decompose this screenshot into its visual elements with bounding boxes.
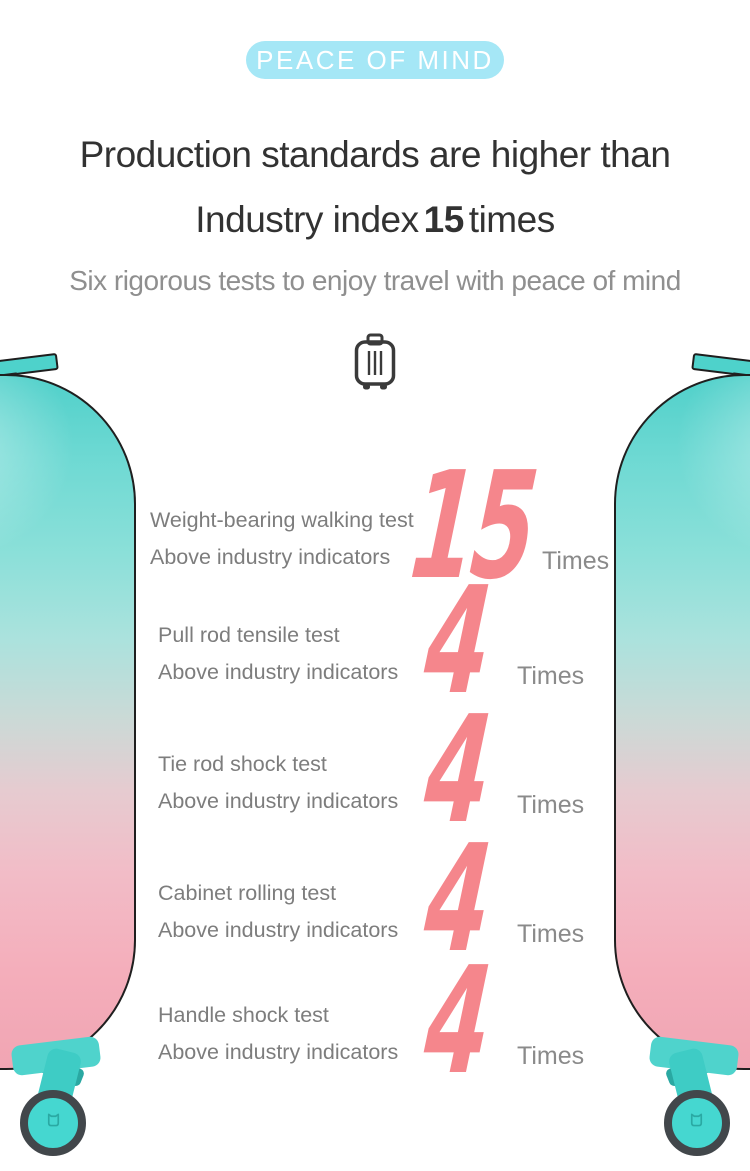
wheel-mount-bar (648, 1035, 740, 1077)
cat-face-logo-icon (688, 1111, 707, 1135)
test-title: Cabinet rolling test (158, 881, 337, 905)
cat-face-logo-icon (44, 1111, 63, 1135)
wheel-mount-shadow (28, 1050, 86, 1088)
test-multiplier-unit: Times (542, 547, 610, 575)
suitcase-wheel (20, 1090, 86, 1156)
headline-line2-prefix: Industry index (195, 199, 419, 240)
wheel-mount-bar (10, 1035, 102, 1077)
test-subtitle: Above industry indicators (158, 1040, 399, 1064)
suitcase-wheel (664, 1090, 730, 1156)
test-subtitle: Above industry indicators (158, 789, 399, 813)
test-title: Pull rod tensile test (158, 623, 340, 647)
luggage-outline-icon (352, 332, 398, 395)
test-multiplier-value: 4 (418, 935, 495, 1107)
test-subtitle: Above industry indicators (158, 660, 399, 684)
suitcase-handle-tab (0, 352, 59, 379)
wheel-mount-shadow (664, 1050, 722, 1088)
suitcase-handle-shadow (731, 372, 750, 382)
test-multiplier-unit: Times (517, 1042, 585, 1070)
test-title: Weight-bearing walking test (150, 508, 414, 532)
suitcase-handle-tab (691, 352, 750, 379)
suitcase-body-gradient (0, 374, 136, 1070)
sub-headline: Six rigorous tests to enjoy travel with … (69, 265, 681, 296)
wheel-mount-stem (35, 1046, 83, 1114)
test-title: Tie rod shock test (158, 752, 327, 776)
wheel-mount-stem (667, 1046, 715, 1114)
suitcase-handle-shadow (0, 372, 19, 382)
test-multiplier-unit: Times (517, 791, 585, 819)
test-title: Handle shock test (158, 1003, 329, 1027)
test-subtitle: Above industry indicators (158, 918, 399, 942)
test-subtitle: Above industry indicators (150, 545, 391, 569)
headline-multiplier: 15 (423, 199, 465, 240)
test-multiplier-unit: Times (517, 920, 585, 948)
headline-line2: Industry index 15 times (0, 199, 750, 241)
test-multiplier-unit: Times (517, 662, 585, 690)
headline-line1: Production standards are higher than (79, 134, 671, 175)
headline-line2-suffix: times (468, 199, 555, 240)
suitcase-body-gradient (614, 374, 750, 1070)
section-badge: PEACE OF MIND (246, 41, 504, 79)
